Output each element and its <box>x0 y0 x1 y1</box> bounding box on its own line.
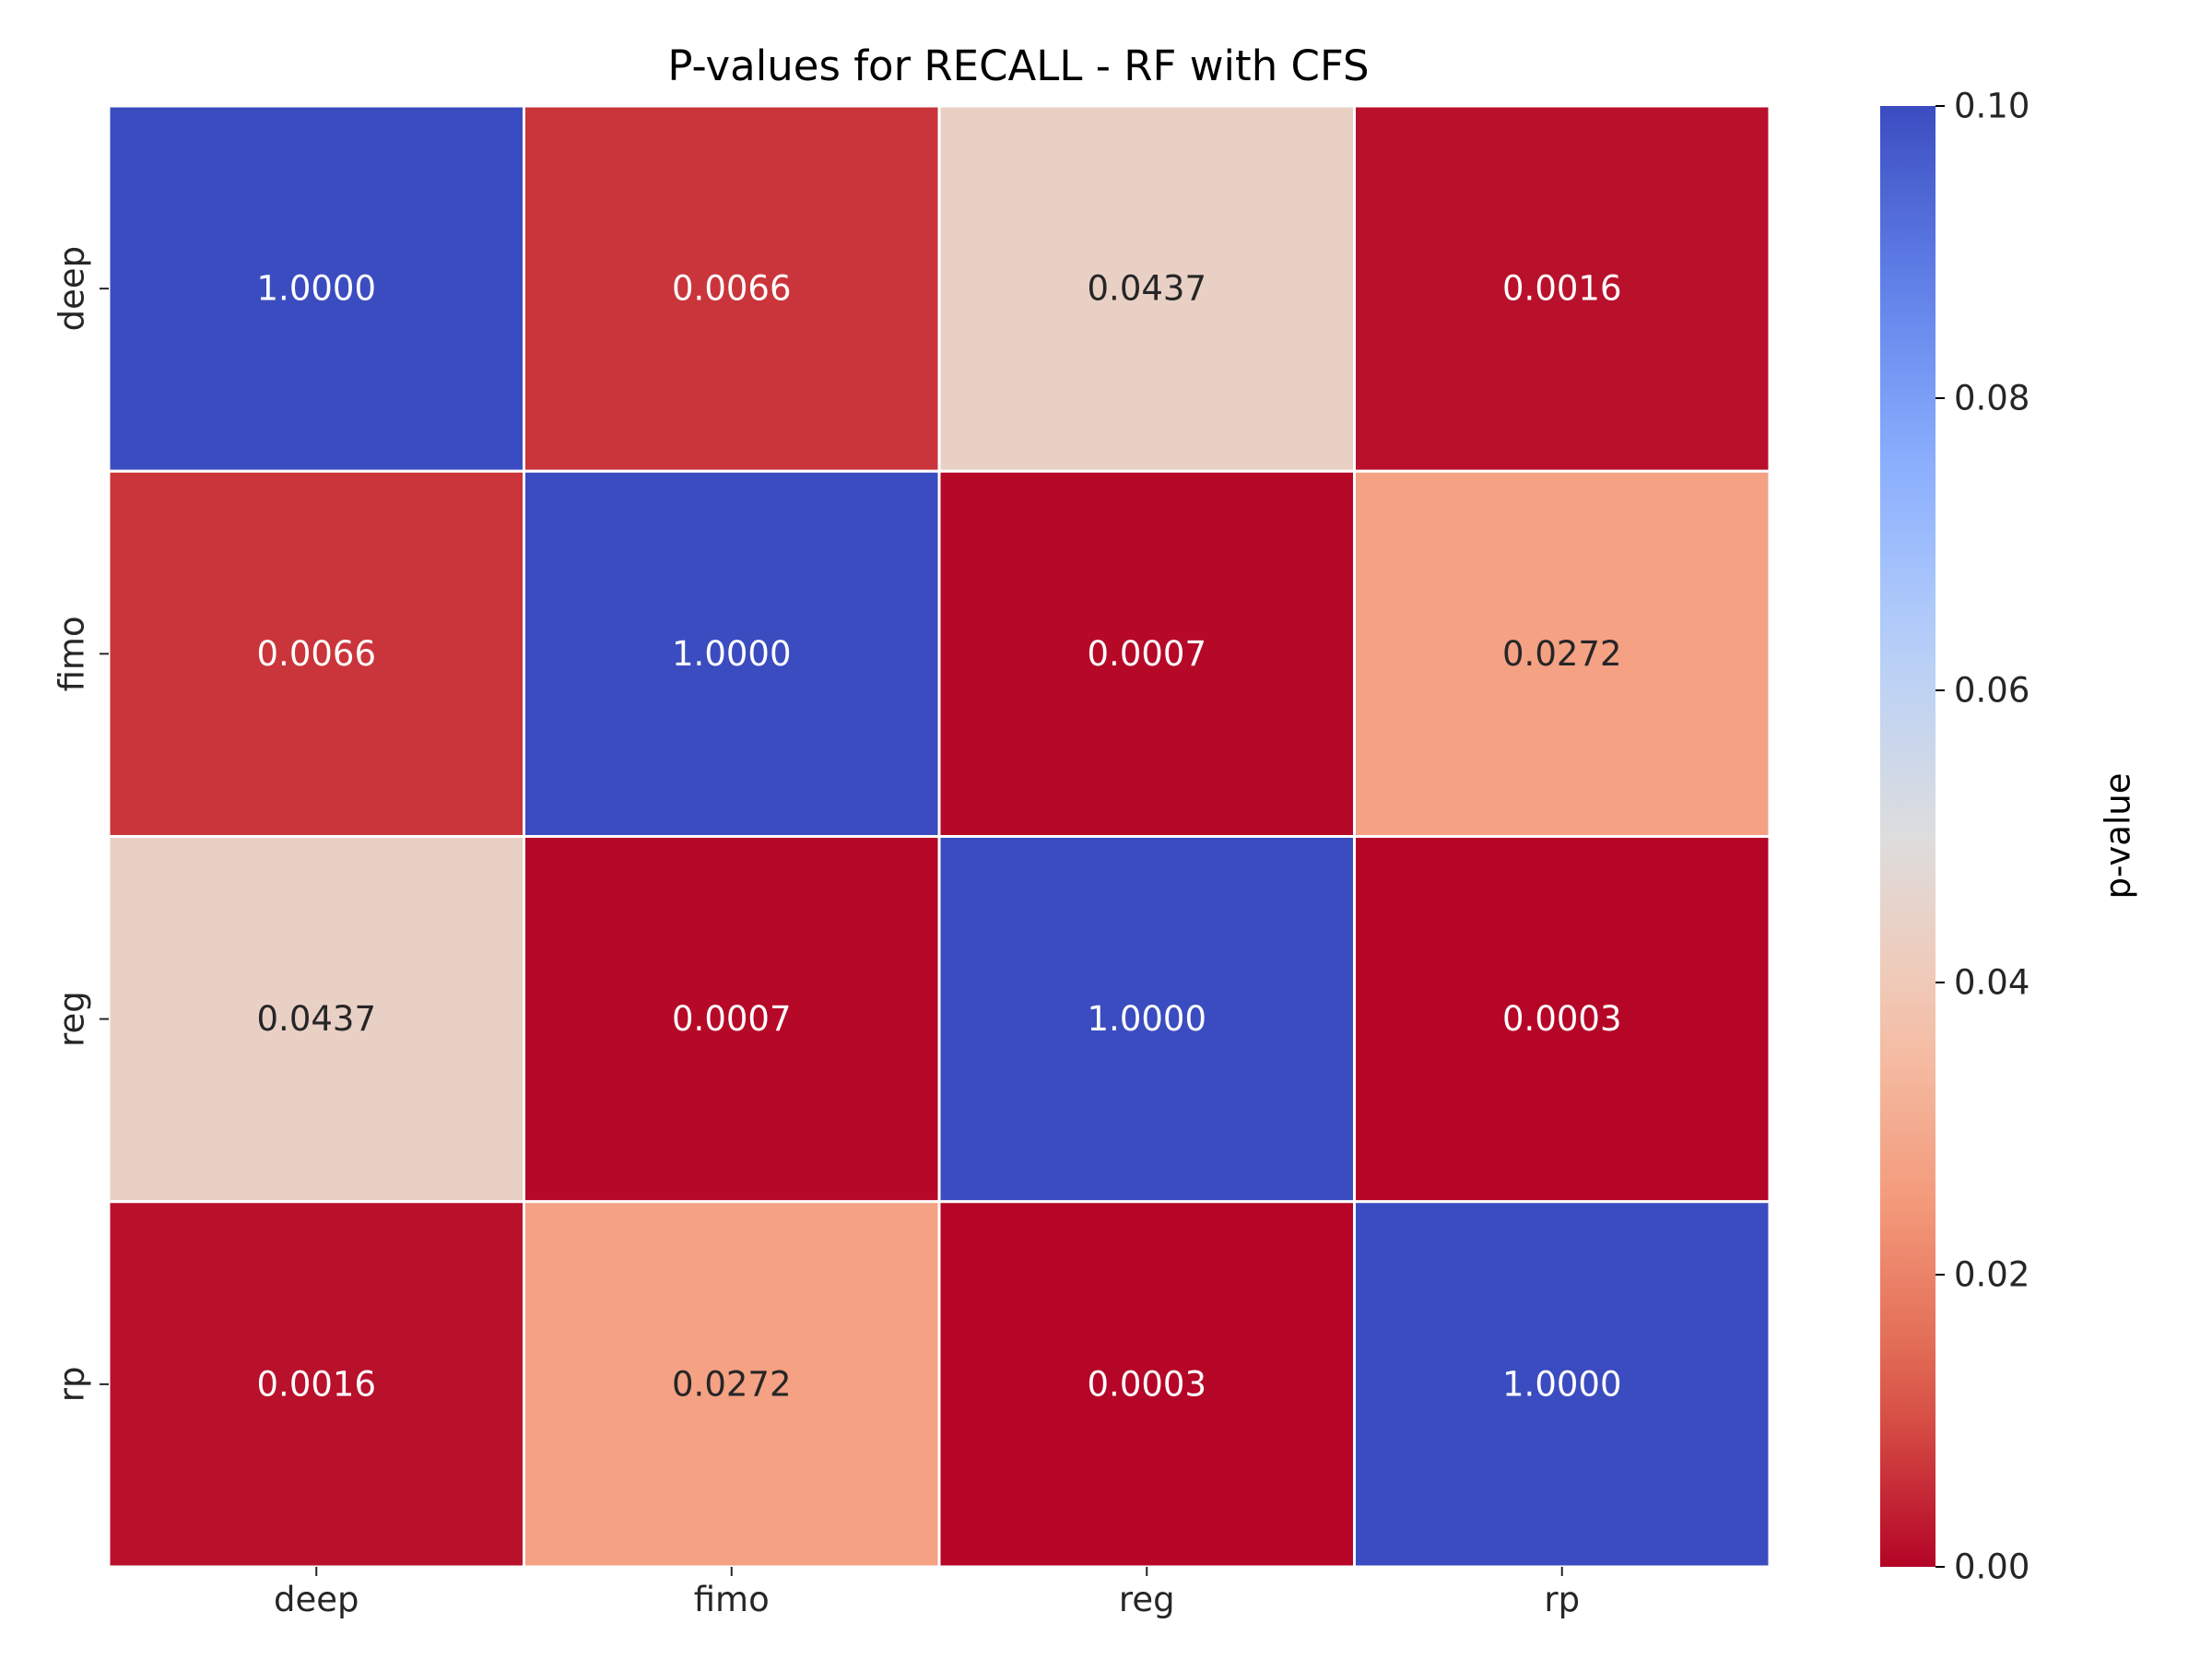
heatmap-cells: 1.0000 0.0066 0.0437 0.0016 0.0066 1.0000 0.00… <box>107 104 1771 1569</box>
cell-annotation: 1.0000 <box>257 269 376 309</box>
x-tick-label: deep <box>274 1580 359 1619</box>
x-tick-label: fimo <box>694 1580 770 1619</box>
y-tick-label: deep <box>53 246 92 332</box>
x-tick-label: rp <box>1544 1580 1580 1619</box>
heatmap-cell-deep-reg <box>937 104 1356 473</box>
colorbar-tick-label: 0.00 <box>1954 1547 2030 1587</box>
heatmap-cell-fimo-rp <box>1353 469 1771 838</box>
heatmap-cell-fimo-fimo <box>523 469 941 838</box>
heatmap-cell-deep-fimo <box>523 104 941 473</box>
colorbar-tick-label: 0.06 <box>1954 671 2030 711</box>
heatmap-cell-rp-fimo <box>523 1200 941 1569</box>
heatmap-cell-reg-fimo <box>523 835 941 1204</box>
cell-annotation: 0.0066 <box>257 634 376 674</box>
cell-annotation: 0.0016 <box>1502 269 1621 309</box>
heatmap-cell-deep-deep <box>107 104 525 473</box>
cell-annotation: 0.0272 <box>672 1364 791 1404</box>
cell-annotation: 0.0003 <box>1502 999 1621 1039</box>
cell-annotation: 0.0272 <box>1502 634 1621 674</box>
heatmap-cell-rp-reg <box>937 1200 1356 1569</box>
colorbar-label: p-value <box>2099 773 2138 900</box>
y-axis: deep fimo reg rp <box>53 246 109 1403</box>
heatmap-cell-deep-rp <box>1353 104 1771 473</box>
heatmap-cell-rp-rp <box>1353 1200 1771 1569</box>
cell-annotation: 0.0007 <box>672 999 791 1039</box>
cell-annotation: 0.0437 <box>257 999 376 1039</box>
cell-annotation: 1.0000 <box>672 634 791 674</box>
cell-annotation: 0.0437 <box>1088 269 1206 309</box>
y-tick-label: fimo <box>53 616 92 691</box>
cell-annotation: 0.0066 <box>672 269 791 309</box>
colorbar-tick-label: 0.02 <box>1954 1255 2030 1295</box>
colorbar-tick-label: 0.08 <box>1954 379 2030 418</box>
x-axis: deep fimo reg rp <box>274 1567 1580 1619</box>
y-tick-label: rp <box>53 1367 92 1403</box>
cell-annotation: 0.0007 <box>1088 634 1206 674</box>
colorbar-tick-label: 0.10 <box>1954 87 2030 126</box>
cell-annotation: 1.0000 <box>1088 999 1206 1039</box>
heatmap-cell-reg-rp <box>1353 835 1771 1204</box>
cell-annotation: 1.0000 <box>1502 1364 1621 1404</box>
colorbar: p-value 0.00 0.02 0.04 0.06 0.08 0.10 <box>1880 87 2138 1587</box>
y-tick-label: reg <box>53 991 92 1047</box>
x-tick-label: reg <box>1119 1580 1175 1619</box>
cell-annotation: 0.0016 <box>257 1364 376 1404</box>
colorbar-gradient <box>1880 106 1936 1567</box>
heatmap-cell-rp-deep <box>107 1200 525 1569</box>
chart-title: P-values for RECALL - RF with CFS <box>667 41 1369 90</box>
colorbar-tick-label: 0.04 <box>1954 963 2030 1003</box>
cell-annotation: 0.0003 <box>1088 1364 1206 1404</box>
heatmap-cell-fimo-deep <box>107 469 525 838</box>
